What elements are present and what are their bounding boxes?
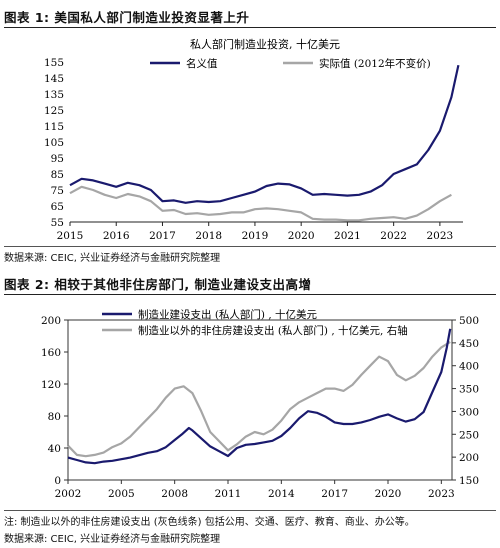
y-tick-label-65: 65 <box>51 201 64 213</box>
x-tick-label-2011: 2011 <box>215 488 242 500</box>
x-tick-label-2021: 2021 <box>334 230 361 242</box>
x-tick-label-2014: 2014 <box>268 488 295 500</box>
series-line-manufacturing <box>67 328 452 465</box>
y-tick-label-155: 155 <box>44 57 64 69</box>
series-line-nominal <box>69 64 460 204</box>
y-tick-label-85: 85 <box>51 169 64 181</box>
x-tick-label-2023: 2023 <box>428 488 455 500</box>
figure-2-bottom-rule <box>4 510 496 511</box>
y-tick-label-125: 125 <box>44 105 64 117</box>
y-tick-label-160: 160 <box>41 347 61 359</box>
figure-1-source: 数据来源: CEIC, 兴业证券经济与金融研究院整理 <box>4 253 221 264</box>
figure-2-title: 图表 2: 相较于其他非住房部门, 制造业建设支出高增 <box>4 277 312 292</box>
y-tick-label-75: 75 <box>51 185 64 197</box>
x-tick-label-2016: 2016 <box>103 230 130 242</box>
y-tick-label-115: 115 <box>44 121 64 133</box>
y2-tick-label-500: 500 <box>459 315 479 327</box>
y-tick-label-105: 105 <box>44 137 64 149</box>
figure-1-top-rule <box>4 27 496 28</box>
x-tick-label-2019: 2019 <box>242 230 269 242</box>
x-tick-label-2008: 2008 <box>161 488 188 500</box>
y2-tick-label-200: 200 <box>459 452 479 464</box>
figure-1-bottom-rule <box>4 246 496 247</box>
y2-tick-label-400: 400 <box>459 361 479 373</box>
y-tick-label-0: 0 <box>54 475 61 487</box>
series-line-other <box>67 340 451 458</box>
x-tick-label-2017: 2017 <box>149 230 176 242</box>
y-tick-label-80: 80 <box>48 411 61 423</box>
figure-2-top-rule <box>4 294 496 295</box>
legend-label-other: 制造业以外的非住房建设支出 (私人部门) , 十亿美元, 右轴 <box>138 324 408 337</box>
y-tick-label-145: 145 <box>44 73 64 85</box>
y-tick-label-40: 40 <box>48 443 61 455</box>
y-tick-label-135: 135 <box>44 89 64 101</box>
x-tick-label-2005: 2005 <box>108 488 135 500</box>
y2-tick-label-300: 300 <box>459 406 479 418</box>
y2-tick-label-350: 350 <box>459 384 479 396</box>
figure-1-title: 图表 1: 美国私人部门制造业投资显著上升 <box>4 10 250 25</box>
y2-tick-label-450: 450 <box>459 338 479 350</box>
x-tick-label-2002: 2002 <box>55 488 82 500</box>
figure-2-footnote: 注: 制造业以外的非住房建设支出 (灰色线条) 包括公用、交通、医疗、教育、商业… <box>4 517 415 528</box>
series-line-real <box>69 185 452 222</box>
y-tick-label-95: 95 <box>51 153 64 165</box>
y2-tick-label-250: 250 <box>459 429 479 441</box>
plot-frame <box>67 319 453 481</box>
x-tick-label-2023: 2023 <box>427 230 454 242</box>
x-tick-label-2022: 2022 <box>380 230 407 242</box>
legend-label-nominal: 名义值 <box>186 57 218 70</box>
x-tick-label-2017: 2017 <box>321 488 348 500</box>
x-tick-label-2018: 2018 <box>195 230 222 242</box>
y-tick-label-200: 200 <box>41 315 61 327</box>
legend-label-manufacturing: 制造业建设支出 (私人部门) , 十亿美元 <box>138 308 318 321</box>
y2-tick-label-150: 150 <box>459 475 479 487</box>
x-tick-label-2020: 2020 <box>375 488 402 500</box>
y-tick-label-120: 120 <box>41 379 61 391</box>
figure-2-source: 数据来源: CEIC, 兴业证券经济与金融研究院整理 <box>4 534 221 545</box>
x-tick-label-2015: 2015 <box>57 230 84 242</box>
chart-1-title: 私人部门制造业投资, 十亿美元 <box>190 37 340 51</box>
x-tick-label-2020: 2020 <box>288 230 315 242</box>
y-tick-label-55: 55 <box>51 217 64 229</box>
legend-label-real: 实际值 (2012年不变价) <box>319 57 431 70</box>
